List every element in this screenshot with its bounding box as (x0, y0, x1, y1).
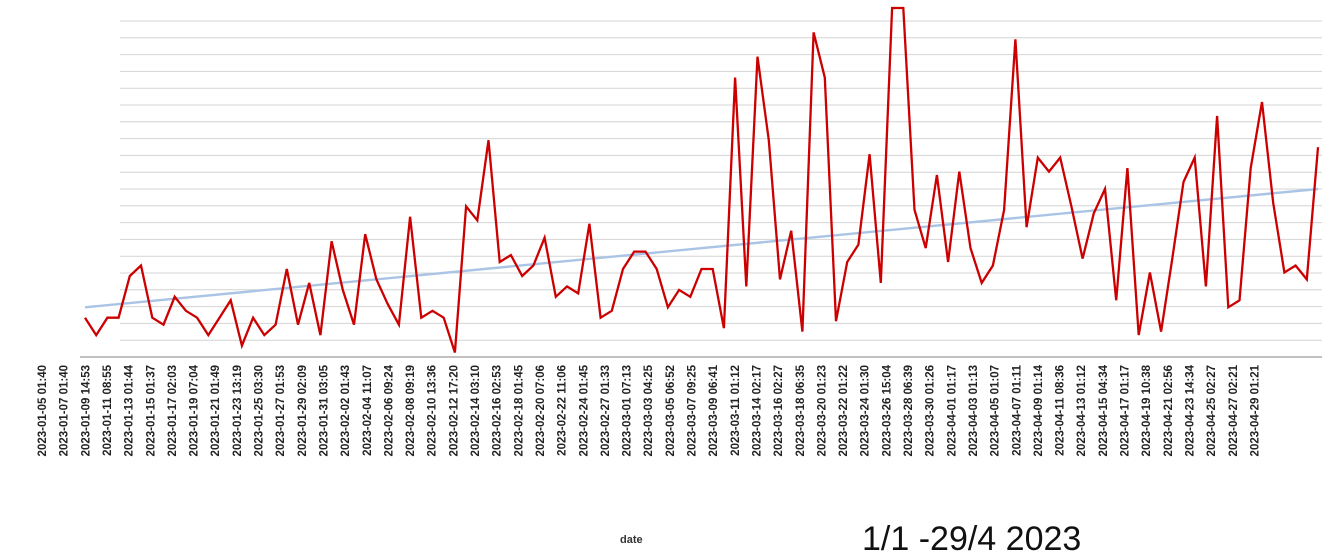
x-tick-label: 2023-01-05 01:40 (37, 365, 49, 456)
x-tick-label: 2023-04-17 01:17 (1120, 365, 1132, 456)
x-tick-label: 2023-01-27 01:53 (275, 365, 287, 456)
x-tick-label: 2023-02-14 03:10 (470, 365, 482, 456)
x-tick-label: 2023-01-17 02:03 (167, 365, 179, 456)
x-tick-label: 2023-02-04 11:07 (362, 365, 374, 456)
x-tick-label: 2023-04-07 01:11 (1011, 364, 1023, 455)
x-tick-label: 2023-01-25 03:30 (254, 365, 266, 456)
x-tick-label: 2023-03-14 02:17 (751, 365, 763, 456)
x-tick-label: 2023-03-28 06:39 (903, 365, 915, 456)
x-tick-label: 2023-02-12 17:20 (448, 365, 460, 456)
x-tick-label: 2023-03-16 02:27 (773, 365, 785, 456)
x-tick-label: 2023-02-20 07:06 (535, 365, 547, 456)
x-tick-labels: 2023-01-05 01:40 2023-01-07 01:40 2023-01-… (37, 364, 1261, 456)
x-tick-label: 2023-03-24 01:30 (860, 365, 872, 456)
x-tick-label: 2023-03-03 04:25 (643, 364, 655, 456)
x-tick-label: 2023-04-15 04:34 (1098, 364, 1110, 456)
x-tick-label: 2023-02-02 01:43 (340, 365, 352, 456)
x-tick-label: 2023-02-06 09:24 (383, 364, 395, 456)
date-range-caption: 1/1 -29/4 2023 (862, 520, 1082, 558)
x-tick-label: 2023-04-27 02:21 (1228, 364, 1240, 456)
x-tick-label: 2023-01-07 01:40 (59, 365, 71, 456)
x-tick-label: 2023-01-13 01:44 (124, 364, 136, 456)
x-tick-label: 2023-02-18 01:45 (513, 364, 525, 456)
plot-area (84, 6, 1320, 353)
x-tick-label: 2023-02-27 01:33 (600, 365, 612, 456)
x-tick-label: 2023-04-23 14:34 (1184, 364, 1196, 456)
x-tick-label: 2023-01-09 14:53 (80, 365, 92, 456)
x-tick-label: 2023-03-26 15:04 (881, 364, 893, 456)
x-tick-label: 2023-02-10 13:36 (427, 365, 439, 456)
x-tick-label: 2023-04-29 01:21 (1249, 364, 1261, 456)
x-tick-label: 2023-03-05 06:52 (665, 365, 677, 456)
x-tick-label: 2023-01-23 13:19 (232, 365, 244, 456)
x-tick-label: 2023-01-19 07:04 (189, 364, 201, 456)
x-tick-label: 2023-04-09 01:14 (1033, 364, 1045, 456)
x-tick-label: 2023-04-01 01:17 (946, 365, 958, 456)
x-tick-label: 2023-02-16 02:53 (492, 365, 504, 456)
x-tick-label: 2023-04-11 08:36 (1055, 365, 1067, 456)
x-tick-label: 2023-01-11 08:55 (102, 364, 114, 455)
x-axis-label: date (620, 534, 643, 546)
x-tick-label: 2023-02-24 01:45 (578, 364, 590, 456)
x-tick-label: 2023-01-21 01:49 (210, 365, 222, 456)
series-line-red (84, 6, 1320, 353)
x-tick-label: 2023-02-08 09:19 (405, 365, 417, 456)
x-tick-label: 2023-03-11 01:12 (730, 365, 742, 456)
x-tick-label: 2023-04-21 02:56 (1163, 365, 1175, 456)
x-tick-label: 2023-03-30 01:26 (925, 365, 937, 456)
x-tick-label: 2023-03-01 07:13 (622, 365, 634, 456)
x-tick-label: 2023-04-05 01:07 (990, 365, 1002, 456)
x-tick-label: 2023-04-19 10:38 (1141, 364, 1153, 456)
x-tick-label: 2023-01-29 02:09 (297, 365, 309, 456)
x-tick-label: 2023-03-18 06:35 (795, 364, 807, 456)
x-tick-label: 2023-03-09 06:41 (708, 364, 720, 456)
gridlines (80, 20, 1322, 358)
x-tick-label: 2023-02-22 11:06 (557, 365, 569, 456)
x-tick-label: 2023-01-15 01:37 (145, 365, 157, 456)
x-tick-label: 2023-04-13 01:12 (1076, 365, 1088, 456)
x-tick-label: 2023-03-22 01:22 (838, 365, 850, 456)
x-tick-label: 2023-04-25 02:27 (1206, 365, 1218, 456)
x-tick-label: 2023-03-07 09:25 (687, 364, 699, 456)
x-tick-label: 2023-01-31 03:05 (318, 364, 330, 456)
x-tick-label: 2023-03-20 01:23 (816, 365, 828, 456)
x-tick-label: 2023-04-03 01:13 (968, 365, 980, 456)
